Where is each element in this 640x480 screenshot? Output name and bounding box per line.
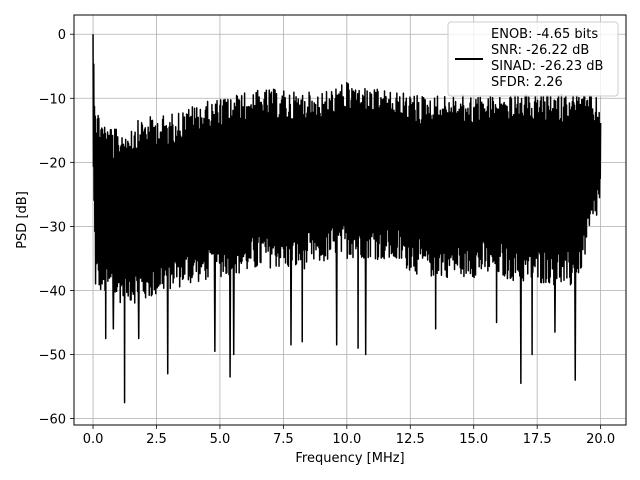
plot-area-frame xyxy=(73,14,627,426)
psd-trace xyxy=(92,34,602,404)
legend: ENOB: -4.65 bits SNR: -26.22 dB SINAD: -… xyxy=(447,21,619,97)
x-tick-label: 0.0 xyxy=(83,432,104,447)
x-tick-label: 12.5 xyxy=(396,432,425,447)
x-tick-label: 7.5 xyxy=(273,432,294,447)
y-axis-label: PSD [dB] xyxy=(15,191,30,249)
y-tick-label: −50 xyxy=(39,349,66,364)
x-tick-label: 2.5 xyxy=(146,432,167,447)
y-tick-label: 0 xyxy=(58,28,66,43)
legend-entry-snr: SNR: -26.22 dB xyxy=(491,43,589,58)
legend-box xyxy=(447,21,619,97)
psd-series-line xyxy=(92,34,602,404)
x-tick-label: 5.0 xyxy=(210,432,231,447)
legend-entry-sfdr: SFDR: 2.26 xyxy=(491,75,563,90)
x-tick-label: 17.5 xyxy=(523,432,552,447)
y-tick-label: −30 xyxy=(39,220,66,235)
y-tick-label: −20 xyxy=(39,156,66,171)
x-axis-label: Frequency [MHz] xyxy=(295,451,404,466)
legend-entry-enob: ENOB: -4.65 bits xyxy=(491,27,598,42)
y-tick-label: −40 xyxy=(39,284,66,299)
x-tick-label: 20.0 xyxy=(586,432,615,447)
y-tick-label: −60 xyxy=(39,413,66,428)
x-tick-label: 10.0 xyxy=(332,432,361,447)
legend-entry-sinad: SINAD: -26.23 dB xyxy=(491,59,603,74)
x-axis: 0.0 2.5 5.0 7.5 10.0 12.5 15.0 17.5 20.0 xyxy=(83,425,615,447)
y-axis: 0 −10 −20 −30 −40 −50 −60 xyxy=(39,28,74,428)
y-tick-label: −10 xyxy=(39,92,66,107)
x-tick-label: 15.0 xyxy=(459,432,488,447)
